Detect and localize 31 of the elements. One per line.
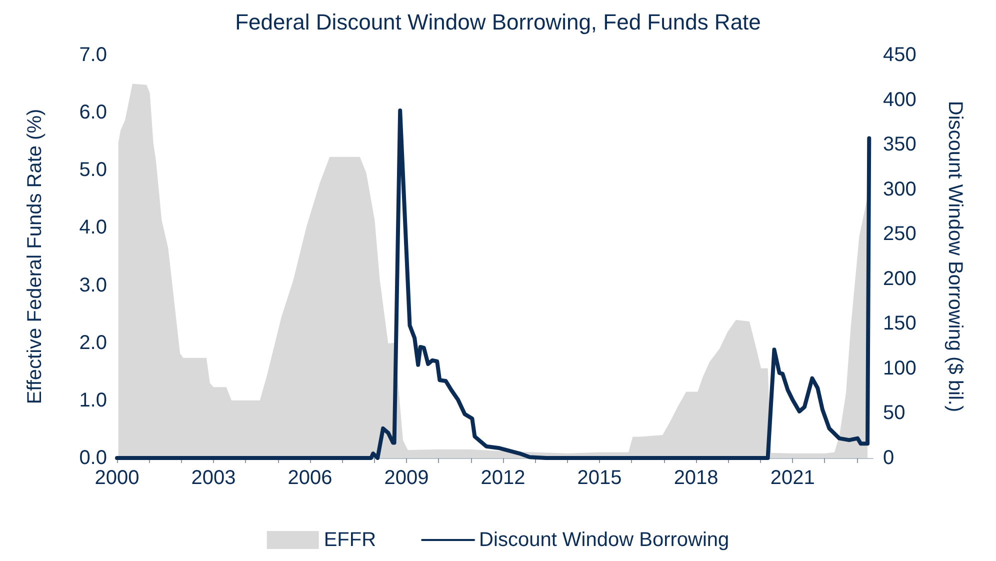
x-tick-label: 2009 [384,467,429,489]
y-tick-label: 1.0 [79,389,107,412]
x-tick-label: 2021 [770,467,815,489]
y-tick-label: 5.0 [79,159,107,182]
y2-tick-label: 450 [883,44,916,66]
y-tick-label: 4.0 [79,216,107,239]
y2-axis-title: Discount Window Borrowing ($ bil.) [944,100,966,412]
y2-tick-label: 300 [883,178,916,200]
x-tick-label: 2015 [577,467,622,489]
y2-tick-label: 250 [883,223,916,246]
y2-tick-label: 350 [883,134,916,156]
legend-label: Discount Window Borrowing [479,529,730,551]
x-tick-label: 2006 [288,467,332,489]
y-axis-title: Effective Federal Funds Rate (%) [24,108,46,404]
y-tick-label: 3.0 [79,274,107,296]
x-tick-label: 2003 [191,467,236,489]
y2-tick-label: 100 [883,357,916,380]
y2-tick-label: 50 [883,402,906,424]
y-tick-label: 0.0 [79,447,107,469]
x-tick-label: 2012 [480,467,526,489]
chart-title: Federal Discount Window Borrowing, Fed Funds Rate [235,10,761,34]
x-tick-label: 2000 [94,467,140,489]
y2-tick-label: 0 [883,447,894,469]
y2-tick-label: 150 [883,312,916,335]
y-tick-label: 7.0 [79,44,107,66]
y2-tick-label: 400 [883,88,916,111]
x-tick-label: 2018 [674,467,718,489]
y-tick-label: 6.0 [79,102,107,124]
legend-label: EFFR [324,529,376,551]
y-tick-label: 2.0 [79,332,107,354]
y2-tick-label: 200 [883,268,916,290]
